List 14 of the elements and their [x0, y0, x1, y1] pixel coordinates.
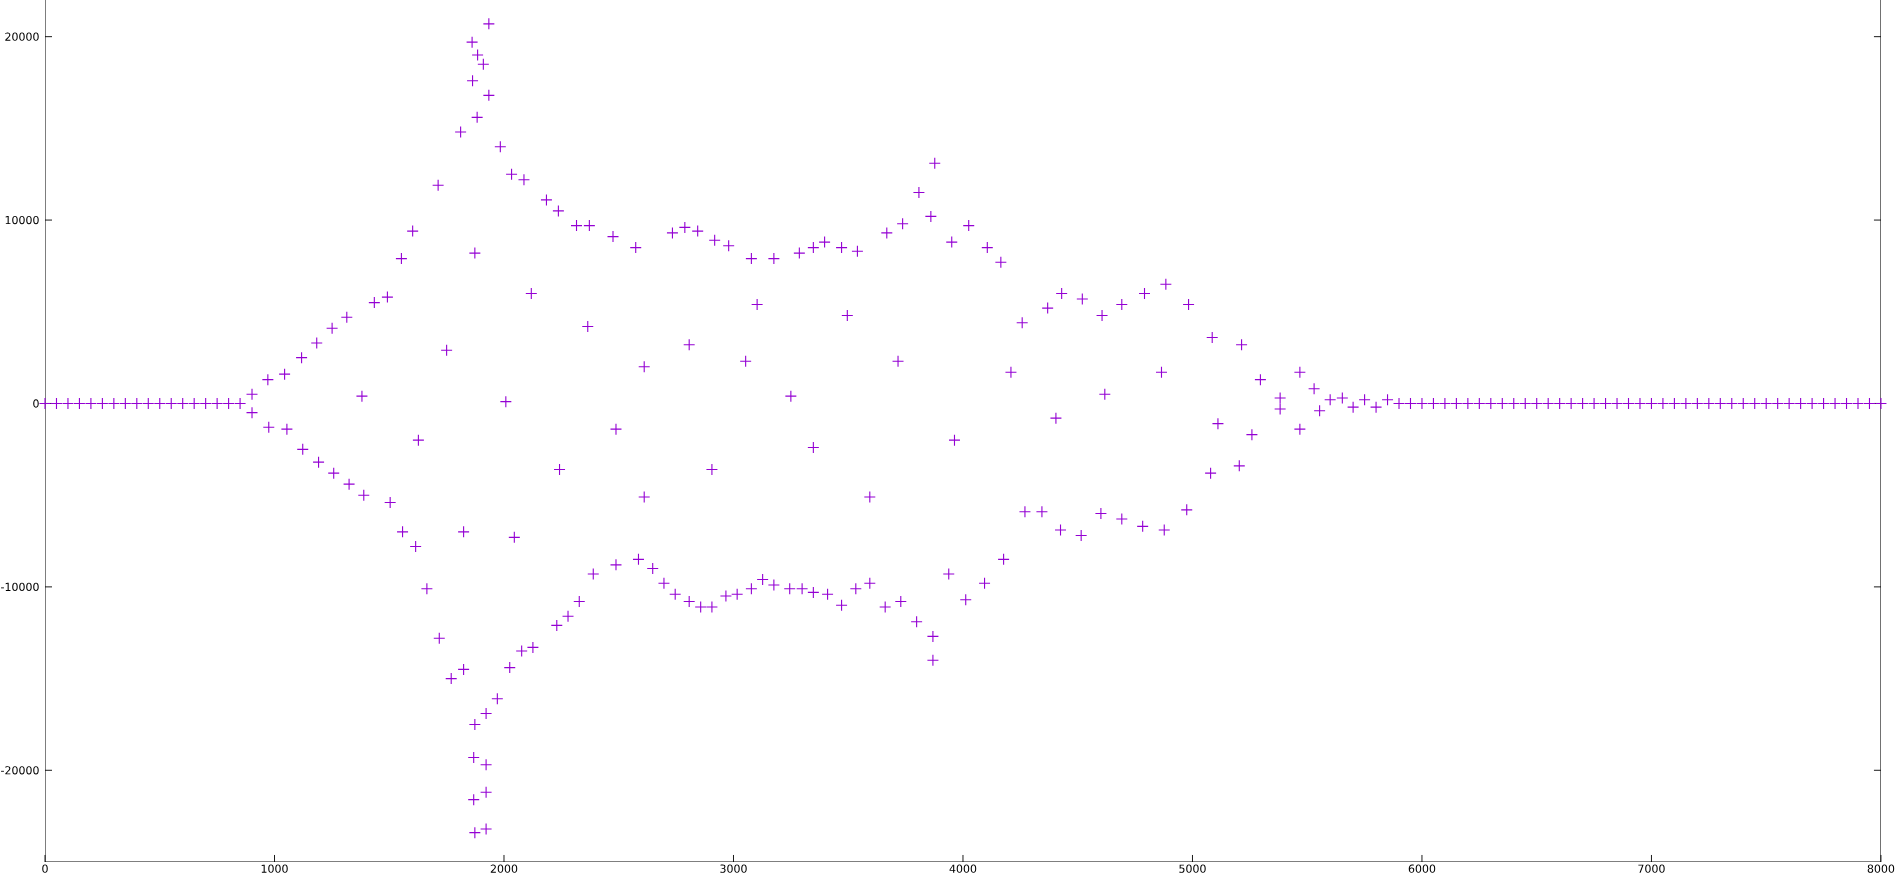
y-tick-label: 0	[33, 399, 39, 408]
y-tick-label: -10000	[1, 582, 39, 592]
x-tick-label: 8000	[1867, 864, 1895, 873]
x-tick-label: 1000	[261, 864, 288, 873]
x-tick-label: 3000	[720, 864, 747, 873]
x-tick-label: 5000	[1179, 864, 1206, 873]
y-tick-label: -20000	[1, 766, 39, 775]
x-tick-label: 6000	[1408, 864, 1436, 873]
y-tick-label: 20000	[5, 32, 39, 41]
x-tick-label: 4000	[949, 864, 977, 873]
x-tick-label: 2000	[490, 864, 518, 873]
x-tick-label: 0	[42, 864, 48, 873]
y-tick-label: 10000	[5, 215, 39, 225]
x-tick-label: 7000	[1638, 864, 1665, 873]
